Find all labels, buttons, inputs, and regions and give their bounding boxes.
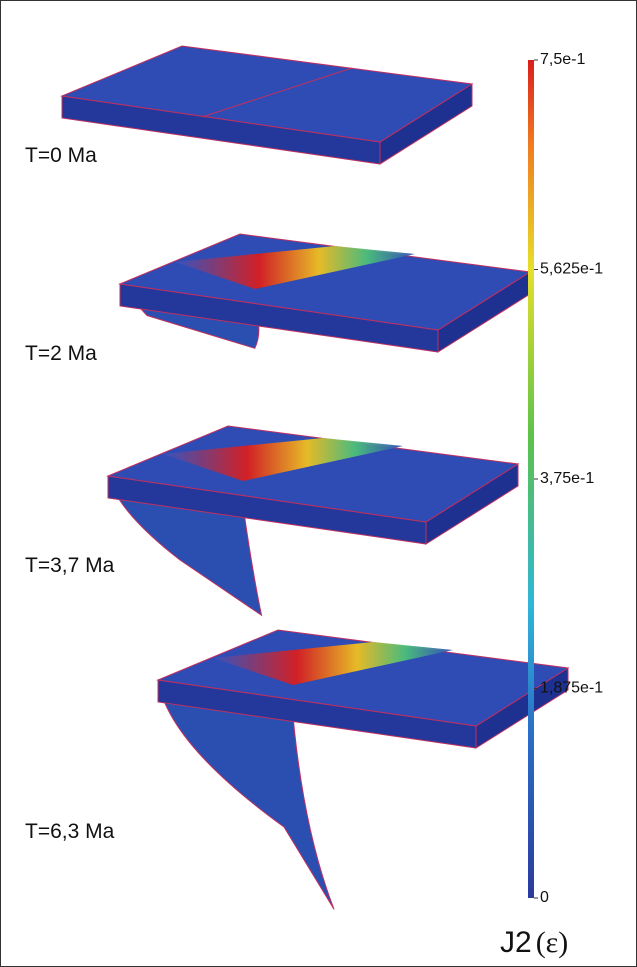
colorbar (528, 60, 534, 898)
panel-label: T=2 Ma (25, 342, 97, 365)
colorbar-tick-label: 3,75e-1 (540, 470, 594, 487)
colorbar-tick-label: 0 (540, 889, 549, 906)
colorbar-tick-label: 5,625e-1 (540, 261, 603, 278)
colorbar-symbol: (ε) (536, 926, 569, 959)
plates (62, 46, 568, 909)
panel-label: T=3,7 Ma (25, 554, 115, 577)
colorbar-title-text: J2 (500, 926, 532, 959)
page: J2(ε) T=0 Ma T=2 Ma T=3,7 Ma T=6,3 Ma 7,5e-1… (0, 0, 637, 967)
colorbar-title: J2(ε) (500, 926, 568, 959)
panel-label: T=6,3 Ma (25, 820, 115, 843)
colorbar-tick-label: 1,875e-1 (540, 680, 603, 697)
panel-label: T=0 Ma (25, 144, 97, 167)
colorbar-tick-label: 7,5e-1 (540, 51, 585, 68)
figure: J2(ε) T=0 Ma T=2 Ma T=3,7 Ma T=6,3 Ma 7,5e-1… (0, 0, 637, 967)
